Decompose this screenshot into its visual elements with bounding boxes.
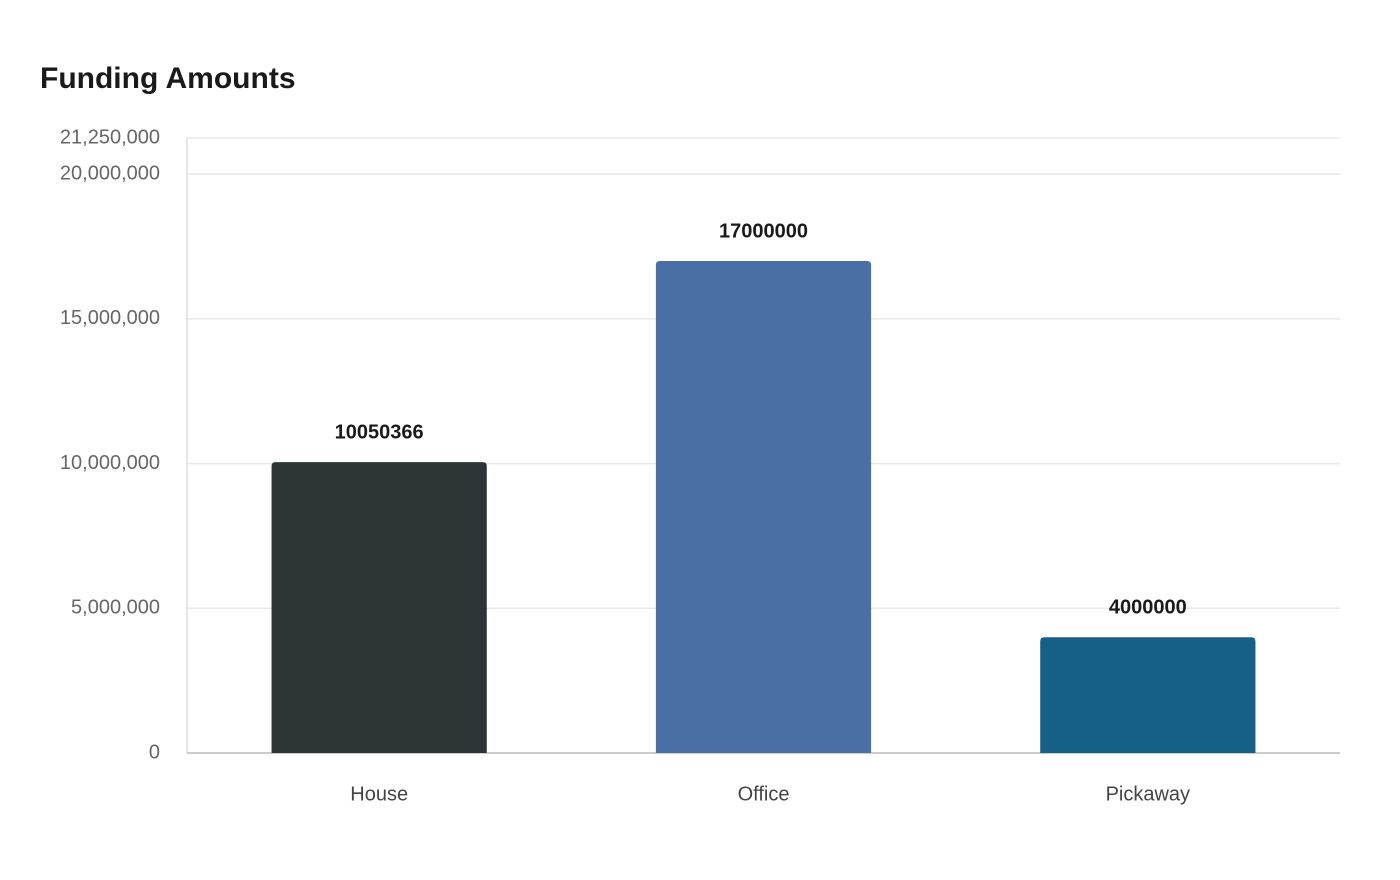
x-tick-label: House	[350, 783, 408, 805]
bar	[655, 261, 872, 753]
y-tick-label: 21,250,000	[60, 126, 160, 148]
value-label: 17000000	[719, 220, 808, 242]
value-label: 10050366	[335, 421, 424, 443]
bar	[1040, 637, 1256, 753]
y-tick-label: 5,000,000	[71, 597, 160, 619]
bar	[271, 462, 487, 753]
value-label: 4000000	[1109, 597, 1187, 619]
x-tick-label: Pickaway	[1106, 783, 1190, 805]
y-tick-label: 10,000,000	[60, 452, 160, 474]
y-tick-label: 0	[149, 741, 160, 763]
y-tick-label: 15,000,000	[60, 307, 160, 329]
y-tick-label: 20,000,000	[60, 162, 160, 184]
chart-title: Funding Amounts	[40, 62, 296, 95]
x-tick-label: Office	[738, 783, 790, 805]
